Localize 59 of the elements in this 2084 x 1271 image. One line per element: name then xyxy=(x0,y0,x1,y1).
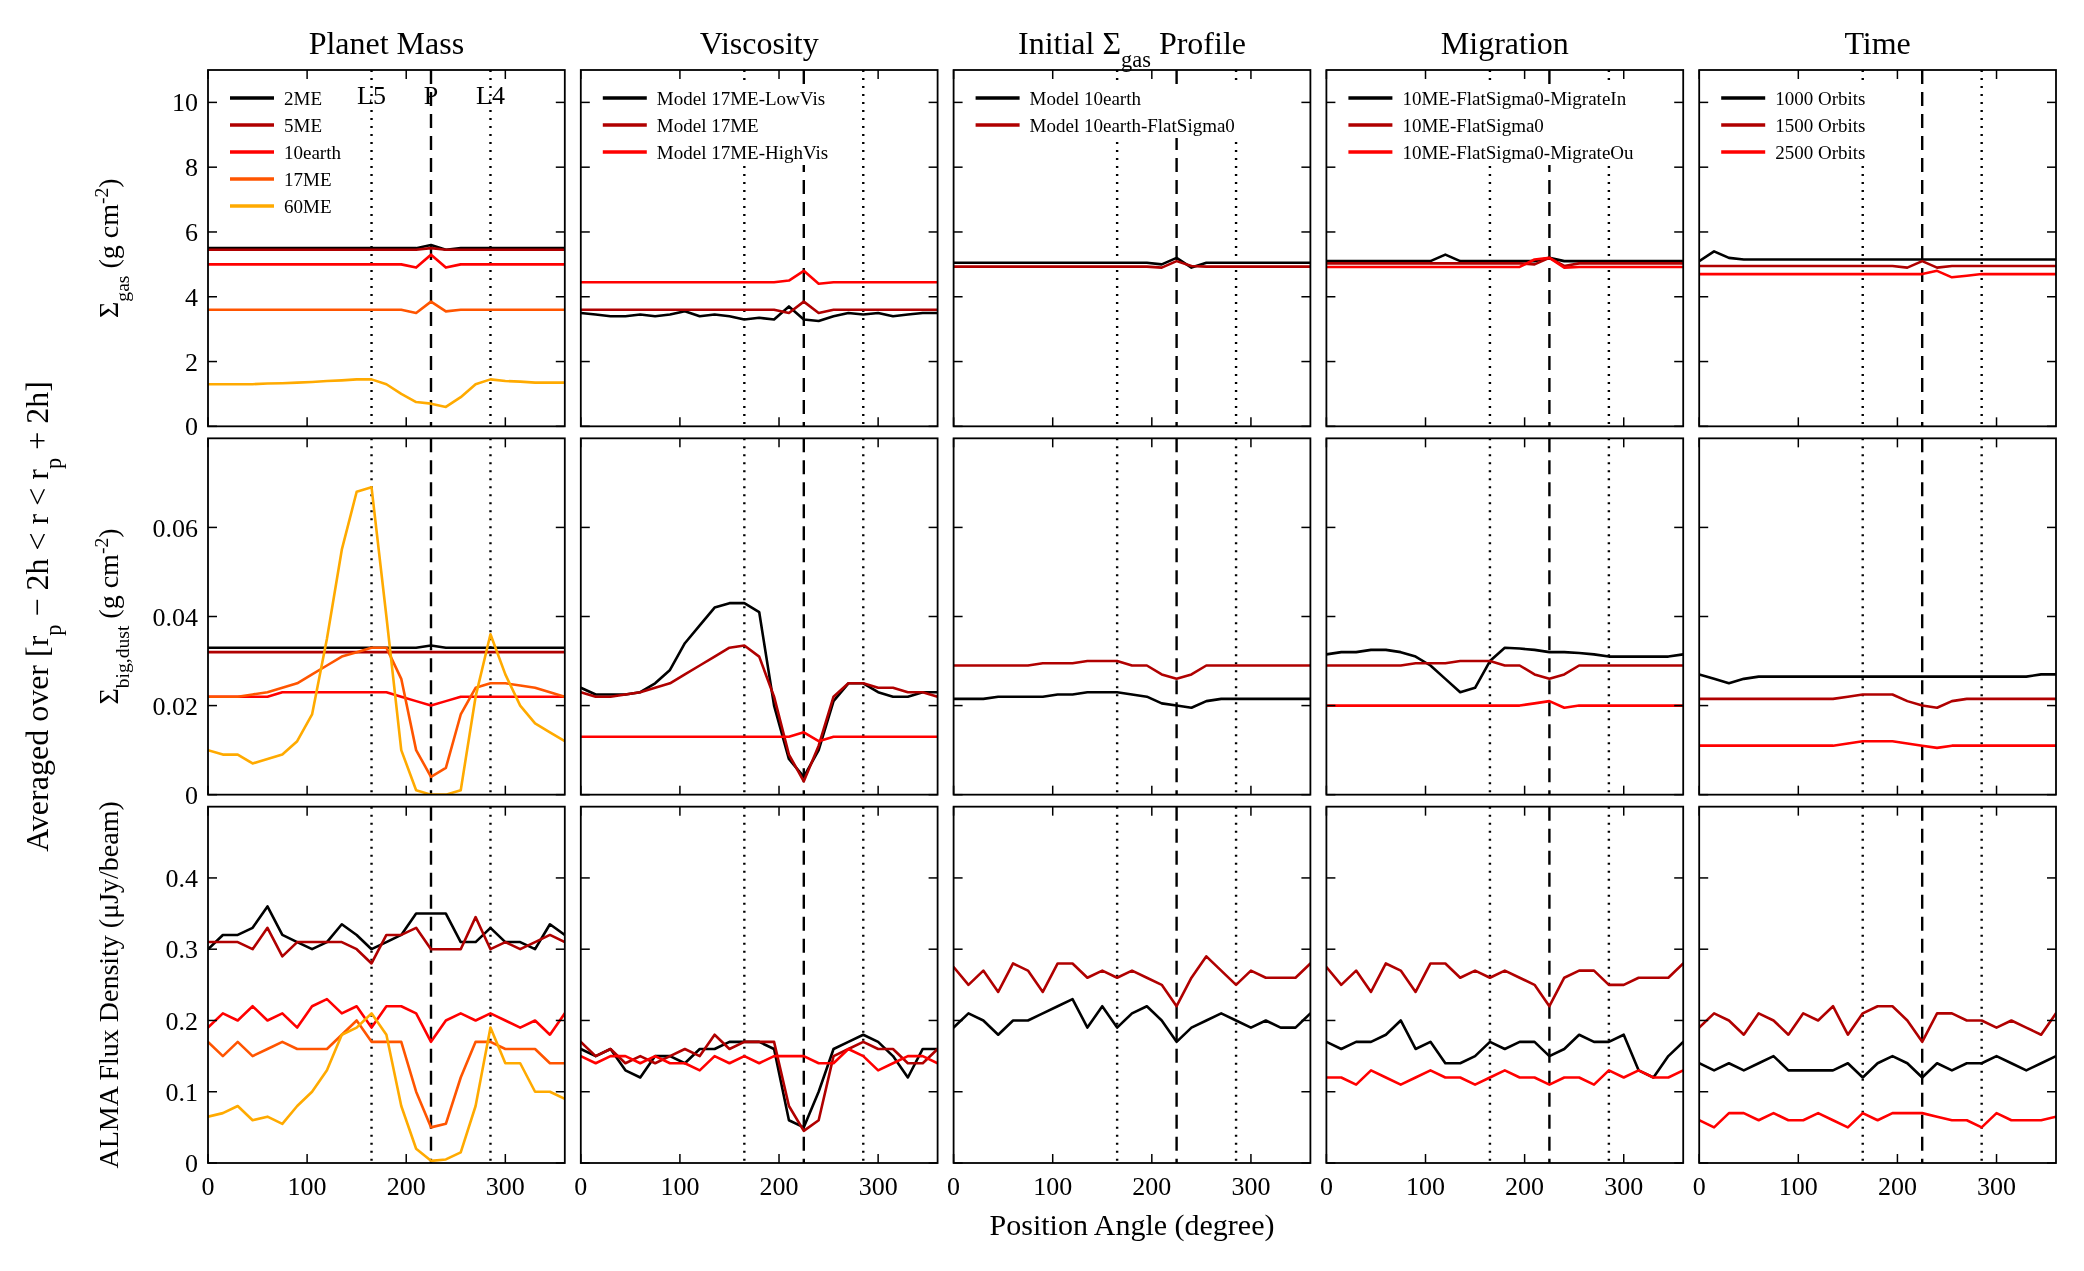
x-tick-label: 200 xyxy=(386,1172,426,1201)
y-tick-label: 0.3 xyxy=(165,935,198,965)
legend-label: Model 10earth xyxy=(1029,87,1142,109)
legend-label: 10ME-FlatSigma0-MigrateOu xyxy=(1402,141,1635,163)
x-tick-label: 100 xyxy=(287,1172,327,1201)
y-tick-label: 8 xyxy=(185,153,198,183)
legend-label: 1500 Orbits xyxy=(1775,114,1866,136)
y-tick-label: 2 xyxy=(185,347,198,377)
legend-label: Model 17ME xyxy=(656,114,759,136)
legend-label: 1000 Orbits xyxy=(1775,87,1866,109)
chart-title: Planet Mass xyxy=(308,25,465,61)
y-tick-label: 6 xyxy=(185,218,198,248)
y-tick-label: 0.2 xyxy=(165,1006,198,1036)
y-tick-label: 0.02 xyxy=(152,691,198,721)
legend-label: 10ME-FlatSigma0 xyxy=(1402,114,1544,136)
y-tick-label: 0.04 xyxy=(152,602,198,632)
y-tick-label: 0.06 xyxy=(152,513,198,543)
x-tick-label: 300 xyxy=(1977,1172,2017,1201)
chart-title: Migration xyxy=(1440,25,1569,61)
chart-title: Viscosity xyxy=(699,25,819,61)
x-tick-label: 100 xyxy=(1406,1172,1446,1201)
chart-title: Initial Σ$_{gas}$ Profile xyxy=(1018,25,1246,72)
y-tick-label: 10 xyxy=(172,88,198,118)
y-tick-label: 0 xyxy=(185,412,198,442)
x-tick-label: 200 xyxy=(1505,1172,1545,1201)
legend-label: 17ME xyxy=(284,168,332,190)
x-tick-label: 300 xyxy=(858,1172,898,1201)
y-tick-label: 0.4 xyxy=(165,864,198,894)
chart-title: Time xyxy=(1844,25,1911,61)
x-tick-label: 100 xyxy=(660,1172,700,1201)
legend-label: Model 10earth-FlatSigma0 xyxy=(1029,114,1235,136)
x-tick-label: 200 xyxy=(759,1172,799,1201)
x-tick-label: 100 xyxy=(1033,1172,1073,1201)
x-tick-label: 0 xyxy=(947,1172,961,1201)
legend-label: 10ME-FlatSigma0-MigrateIn xyxy=(1402,87,1627,109)
legend-label: Model 17ME-LowVis xyxy=(656,87,826,109)
ref-line-label: L4 xyxy=(476,81,505,110)
y-tick-label: 4 xyxy=(185,282,198,312)
x-tick-label: 0 xyxy=(1319,1172,1333,1201)
legend-label: 5ME xyxy=(284,114,322,136)
legend-label: 2ME xyxy=(284,87,322,109)
y-tick-label: 0.1 xyxy=(165,1077,198,1107)
x-tick-label: 200 xyxy=(1877,1172,1917,1201)
x-tick-label: 200 xyxy=(1132,1172,1172,1201)
y-tick-label: 0 xyxy=(185,780,198,810)
x-tick-label: 100 xyxy=(1778,1172,1818,1201)
x-axis-title: Position Angle (degree) xyxy=(989,1208,1275,1242)
legend-label: 2500 Orbits xyxy=(1775,141,1866,163)
legend-label: 10earth xyxy=(284,141,342,163)
legend-label: Model 17ME-HighVis xyxy=(656,141,829,163)
legend-label: 60ME xyxy=(284,195,332,217)
y-tick-label: 0 xyxy=(185,1149,198,1179)
y-axis-title: ALMA Flux Density (μJy/beam) xyxy=(93,801,124,1169)
x-tick-label: 300 xyxy=(1604,1172,1644,1201)
ref-line-label: L5 xyxy=(357,81,386,110)
x-tick-label: 300 xyxy=(1231,1172,1271,1201)
x-tick-label: 0 xyxy=(574,1172,588,1201)
x-tick-label: 0 xyxy=(1692,1172,1706,1201)
x-tick-label: 300 xyxy=(485,1172,525,1201)
